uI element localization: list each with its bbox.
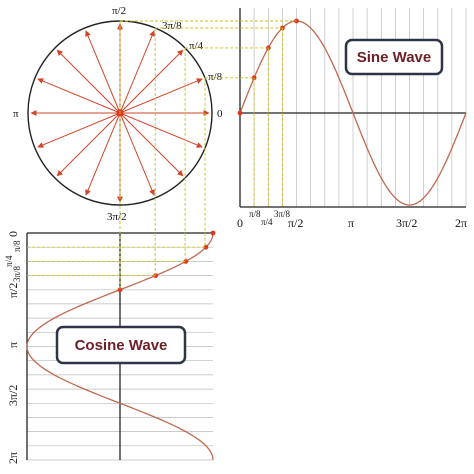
sine-tick-0: 0	[237, 216, 243, 230]
cos-tick-pi4: π/4	[4, 255, 14, 267]
spoke-arrow	[119, 49, 184, 114]
sine-title-box: Sine Wave	[344, 38, 444, 76]
spoke-arrow	[85, 30, 121, 114]
circle-label-top: π/2	[112, 5, 126, 17]
sine-tick-pi8: π/8	[249, 209, 261, 219]
cos-tick-pi2: π/2	[6, 283, 20, 298]
cos-tick-0: 0	[6, 231, 20, 237]
cos-tick-pi: π	[6, 342, 20, 348]
spoke-arrow	[119, 112, 184, 177]
sine-tick-pi2: π/2	[288, 216, 303, 230]
cosine-dot	[183, 259, 189, 264]
cos-tick-pi8: π/8	[12, 240, 22, 252]
cos-tick-2pi: 2π	[6, 452, 20, 464]
sine-dot	[237, 110, 243, 116]
spoke-arrow	[56, 112, 121, 177]
spoke-arrow	[119, 112, 155, 196]
sine-grid	[253, 8, 467, 207]
cosine-dots	[117, 230, 216, 293]
spoke-arrow	[37, 78, 121, 114]
circle-label-top-right: 3π/8	[162, 20, 182, 32]
spoke-arrow	[37, 112, 121, 148]
circle-label-right: 0	[217, 108, 223, 120]
spoke-arrow	[119, 78, 203, 114]
sine-curve	[239, 20, 467, 206]
circle-label-right-upper: π/8	[208, 71, 223, 83]
sine-plot	[237, 8, 467, 208]
cos-tick-3pi8: 3π/8	[12, 265, 22, 282]
spoke-arrow	[56, 49, 121, 114]
cosine-dot	[203, 244, 209, 250]
sine-tick-pi: π	[348, 216, 354, 230]
circle-label-upper-right: π/4	[189, 40, 204, 52]
sine-tick-3pi2: 3π/2	[396, 216, 417, 230]
cosine-dot	[117, 287, 123, 293]
cos-tick-3pi2: 3π/2	[6, 385, 20, 406]
spoke-arrow	[119, 30, 155, 114]
sine-tick-2pi: 2π	[455, 216, 467, 230]
projection-guide-lines	[27, 20, 297, 290]
spoke-arrow	[119, 112, 203, 148]
cosine-dot	[210, 230, 216, 236]
circle-label-bottom: 3π/2	[107, 211, 127, 223]
cosine-curve	[26, 232, 214, 461]
sine-title: Sine Wave	[357, 49, 431, 66]
sine-tick-3pi8: 3π/8	[274, 209, 291, 219]
cosine-title: Cosine Wave	[75, 337, 168, 354]
cosine-title-box: Cosine Wave	[55, 325, 187, 365]
spoke-arrow	[85, 112, 121, 196]
sine-tick-pi4: π/4	[261, 217, 273, 227]
circle-label-left: π	[13, 108, 19, 120]
